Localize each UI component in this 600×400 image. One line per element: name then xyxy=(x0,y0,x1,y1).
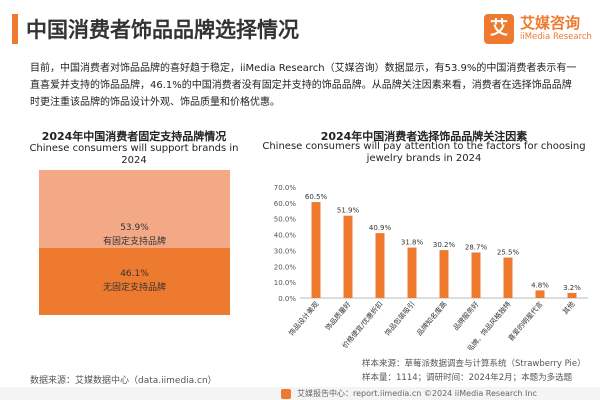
y-tick-label: 70.0% xyxy=(274,184,297,192)
bar-value-label: 3.2% xyxy=(563,284,581,292)
bar xyxy=(567,292,577,298)
category-label: 其他 xyxy=(561,300,577,317)
data-source: 数据来源：艾媒数据中心（data.iimedia.cn） xyxy=(30,376,217,386)
bar-value-label: 28.7% xyxy=(465,243,488,251)
y-tick-label: 50.0% xyxy=(274,216,297,224)
footer-logo-icon xyxy=(281,389,291,399)
bar xyxy=(407,247,417,298)
left-chart-subtitle: Chinese consumers will support brands in… xyxy=(29,143,239,166)
bar-value-label: 4.8% xyxy=(531,281,549,289)
segment-bottom-text: 46.1% 无固定支持品牌 xyxy=(39,267,230,295)
y-tick-label: 20.0% xyxy=(274,263,297,271)
y-tick-label: 60.0% xyxy=(274,200,297,208)
bar-value-label: 60.5% xyxy=(305,193,328,201)
y-tick-label: 40.0% xyxy=(274,232,297,240)
sample-size: 样本量：1114；调研时间：2024年2月；本题为多选题 xyxy=(362,373,573,383)
bar xyxy=(439,250,449,298)
title-accent-bar xyxy=(12,14,18,44)
category-label: 饰品包装吸引 xyxy=(383,300,417,338)
category-label: 饰品设计美观 xyxy=(287,300,321,338)
bar xyxy=(375,233,385,298)
footer-bar xyxy=(0,387,600,400)
bar xyxy=(503,257,513,298)
factors-bar-chart: 0.0% 10.0% 20.0% 30.0% 40.0% 50.0% 60.0% 70.0% 6… xyxy=(274,184,588,350)
segment-top-text: 53.9% 有固定支持品牌 xyxy=(39,221,230,249)
footer-report-link[interactable]: 艾媒报告中心：report.iimedia.cn ©2024 iiMedia R… xyxy=(297,389,537,398)
bar-value-label: 30.2% xyxy=(433,241,456,249)
segment-bottom-label: 无固定支持品牌 xyxy=(102,283,166,293)
category-label: 品牌知名度高 xyxy=(415,300,449,338)
right-chart-subtitle: Chinese consumers will pay attention to … xyxy=(262,141,586,164)
brand-logo-subtitle: iiMedia Research xyxy=(520,32,592,42)
bar-value-label: 31.8% xyxy=(401,239,424,247)
y-tick-label: 30.0% xyxy=(274,247,297,255)
segment-top-value: 53.9% xyxy=(120,223,149,233)
bar xyxy=(471,252,481,298)
category-label: 饰品质量好 xyxy=(323,300,352,333)
y-tick-label: 0.0% xyxy=(278,295,296,303)
bar xyxy=(311,202,321,298)
right-chart-title: 2024年中国消费者选择饰品品牌关注因素 xyxy=(320,130,528,143)
segment-has-fixed-brand xyxy=(39,170,230,249)
stacked-bar-chart: 53.9% 有固定支持品牌 46.1% 无固定支持品牌 xyxy=(39,170,230,315)
brand-logo-icon: 艾 xyxy=(484,14,514,44)
bar xyxy=(343,215,353,298)
bar-value-label: 51.9% xyxy=(337,207,360,215)
sample-source: 样本来源：草莓派数据调查与计算系统（Strawberry Pie） xyxy=(362,359,586,369)
intro-paragraph: 目前，中国消费者对饰品品牌的喜好趋于稳定，iiMedia Research（艾媒… xyxy=(30,63,577,108)
left-chart-title: 2024年中国消费者固定支持品牌情况 xyxy=(41,130,227,143)
sample-info: 样本来源：草莓派数据调查与计算系统（Strawberry Pie） 样本量：11… xyxy=(362,357,586,385)
page-title: 中国消费者饰品品牌选择情况 xyxy=(26,18,299,42)
segment-bottom-value: 46.1% xyxy=(120,269,149,279)
segment-no-fixed-brand xyxy=(39,248,230,315)
bar-value-label: 40.9% xyxy=(369,224,392,232)
bar-value-label: 25.5% xyxy=(497,249,520,257)
brand-logo-name: 艾媒咨询 xyxy=(520,14,581,32)
category-label: 品牌服务好 xyxy=(451,300,480,333)
bar xyxy=(535,290,545,298)
brand-logo: 艾 艾媒咨询 iiMedia Research xyxy=(484,10,594,52)
segment-top-label: 有固定支持品牌 xyxy=(102,237,166,247)
y-tick-label: 10.0% xyxy=(274,279,297,287)
